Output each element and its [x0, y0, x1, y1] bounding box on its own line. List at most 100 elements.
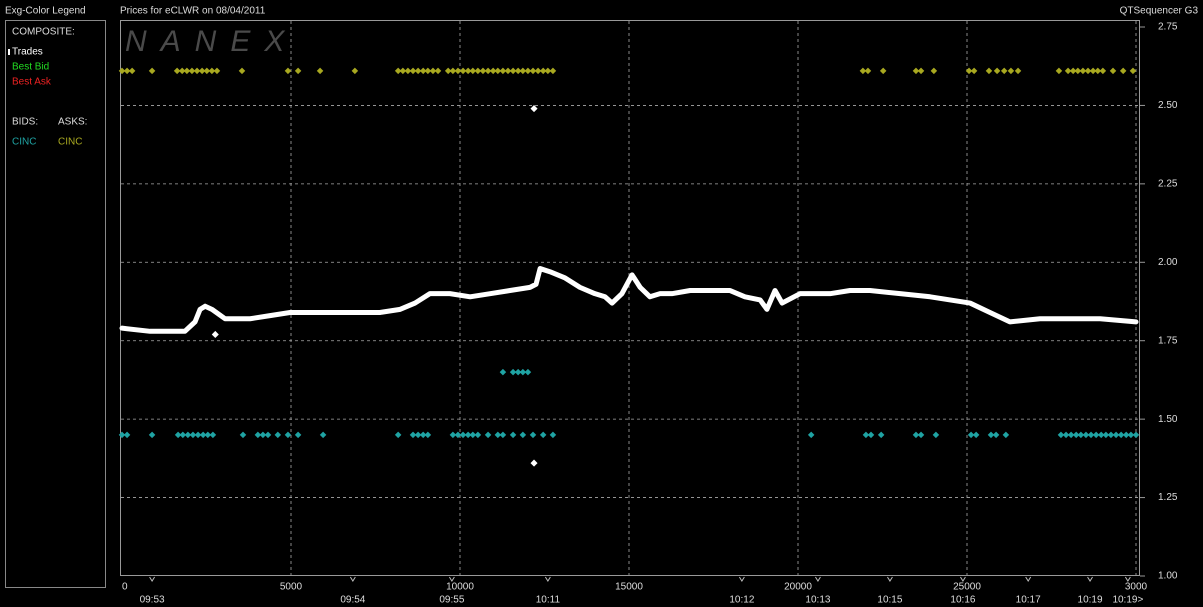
- quote-point: [449, 431, 457, 439]
- quote-point: [862, 431, 870, 439]
- time-tick: [738, 576, 745, 582]
- quote-point: [519, 431, 527, 439]
- quote-point: [274, 431, 282, 439]
- quote-point: [183, 67, 191, 75]
- legend-entry: CINC: [12, 137, 36, 148]
- time-tick-label: 10:16: [950, 595, 975, 606]
- legend-swatch: [8, 49, 10, 55]
- quote-point: [189, 431, 197, 439]
- quote-point: [917, 67, 925, 75]
- quote-point: [464, 67, 472, 75]
- quote-point: [264, 431, 272, 439]
- y-tick-label: 2.75: [1158, 22, 1178, 33]
- quote-point: [912, 67, 920, 75]
- quote-point: [194, 431, 202, 439]
- quote-point: [529, 67, 537, 75]
- watermark: NANEX: [125, 25, 298, 58]
- quote-point: [912, 431, 920, 439]
- quote-point: [499, 368, 507, 376]
- quote-point: [499, 67, 507, 75]
- quote-point: [399, 67, 407, 75]
- y-tick-label: 2.00: [1158, 257, 1178, 268]
- quote-point: [864, 67, 872, 75]
- y-tick-label: 1.25: [1158, 492, 1178, 503]
- legend-bids-label: BIDS:: [12, 117, 38, 128]
- quote-point: [259, 431, 267, 439]
- quote-point: [1007, 67, 1015, 75]
- time-tick-label: 09:55: [439, 595, 464, 606]
- legend-title: Exg-Color Legend: [5, 6, 86, 17]
- time-tick: [149, 576, 156, 582]
- quote-point: [514, 368, 522, 376]
- quote-point: [539, 67, 547, 75]
- quote-point: [316, 67, 324, 75]
- time-tick: [448, 576, 455, 582]
- legend-entry: Trades: [12, 47, 43, 58]
- time-tick: [1087, 576, 1093, 582]
- quote-point: [198, 67, 206, 75]
- quote-point: [807, 431, 815, 439]
- quote-point: [993, 67, 1001, 75]
- quote-point: [419, 431, 427, 439]
- quote-point: [208, 67, 216, 75]
- quote-point: [294, 67, 302, 75]
- quote-point: [414, 431, 422, 439]
- quote-point: [148, 67, 156, 75]
- quote-point: [464, 431, 472, 439]
- quote-point: [409, 431, 417, 439]
- x-tick-label: 3000: [1125, 582, 1148, 593]
- quote-point: [972, 431, 980, 439]
- y-tick-label: 1.50: [1158, 414, 1178, 425]
- plot-frame: [120, 20, 1140, 576]
- chart-title: Prices for eCLWR on 08/04/2011: [120, 6, 266, 17]
- legend-entry: CINC: [58, 137, 82, 148]
- quote-point: [494, 431, 502, 439]
- quote-point: [917, 431, 925, 439]
- quote-point: [238, 67, 246, 75]
- quote-point: [1000, 67, 1008, 75]
- quote-point: [965, 67, 973, 75]
- quote-point: [394, 67, 402, 75]
- quote-point: [429, 67, 437, 75]
- quote-point: [932, 431, 940, 439]
- time-tick-label: 10:12: [729, 595, 754, 606]
- quote-point: [867, 431, 875, 439]
- quote-point: [351, 67, 359, 75]
- quote-point: [454, 431, 462, 439]
- trade-point: [211, 330, 219, 338]
- y-tick-label: 1.00: [1158, 571, 1178, 582]
- time-tick-label: 10:15: [877, 595, 902, 606]
- trade-line: [119, 266, 1139, 334]
- quote-point: [494, 67, 502, 75]
- quote-point: [529, 431, 537, 439]
- quote-point: [509, 368, 517, 376]
- legend-entry: Best Bid: [12, 62, 49, 73]
- quote-point: [193, 67, 201, 75]
- quote-point: [174, 431, 182, 439]
- quote-point: [434, 67, 442, 75]
- quote-point: [203, 67, 211, 75]
- quote-point: [178, 67, 186, 75]
- quote-point: [549, 431, 557, 439]
- quote-point: [469, 431, 477, 439]
- time-tick-label: 09:53: [140, 595, 165, 606]
- time-tick-label: 10:13: [805, 595, 830, 606]
- time-tick: [544, 576, 551, 582]
- quote-point: [930, 67, 938, 75]
- y-tick-label: 1.75: [1158, 335, 1178, 346]
- quote-point: [118, 67, 126, 75]
- time-tick-label: 09:54: [340, 595, 365, 606]
- quote-point: [284, 431, 292, 439]
- quote-point: [424, 431, 432, 439]
- quote-point: [469, 67, 477, 75]
- x-tick-label: 15000: [615, 582, 643, 593]
- trade-point: [530, 459, 538, 467]
- time-tick-label: 10:19: [1078, 595, 1103, 606]
- time-tick-label: 10:17: [1016, 595, 1041, 606]
- quote-point: [184, 431, 192, 439]
- legend-panel: [5, 20, 106, 588]
- quote-point: [239, 431, 247, 439]
- time-tick: [960, 576, 966, 582]
- quote-point: [213, 67, 221, 75]
- y-tick-label: 2.25: [1158, 178, 1178, 189]
